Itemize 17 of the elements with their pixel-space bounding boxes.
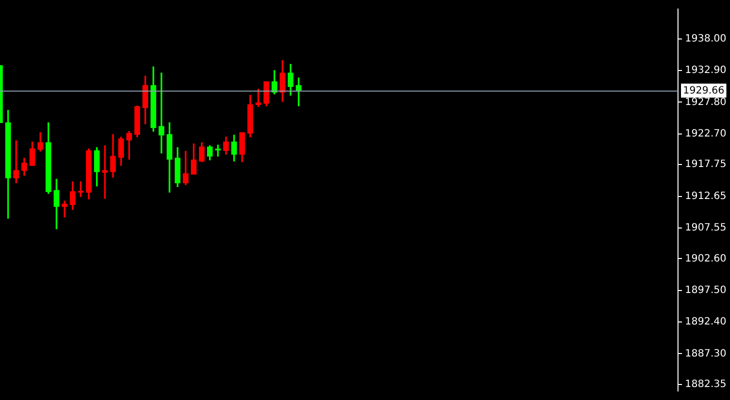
y-tick-label: 1887.30 <box>685 348 726 360</box>
y-tick-label: 1922.70 <box>685 128 726 140</box>
candlestick <box>158 72 164 154</box>
y-tick-label: 1902.60 <box>685 253 726 264</box>
y-tick-label: 1932.90 <box>685 65 726 76</box>
candlestick <box>215 144 221 157</box>
y-tick-label: 1907.55 <box>685 222 726 234</box>
y-tick-label: 1927.80 <box>685 96 726 108</box>
y-tick-label: 1897.50 <box>685 284 726 296</box>
y-tick-label: 1882.35 <box>685 379 726 390</box>
ref-line-label: 1929.66 <box>683 86 724 97</box>
candlestick <box>102 145 108 199</box>
y-tick-label: 1912.65 <box>685 190 726 202</box>
y-tick-label: 1892.40 <box>685 316 726 328</box>
y-tick-label: 1938.00 <box>685 33 726 44</box>
y-tick-label: 1917.75 <box>685 159 726 170</box>
candlestick <box>62 200 68 218</box>
